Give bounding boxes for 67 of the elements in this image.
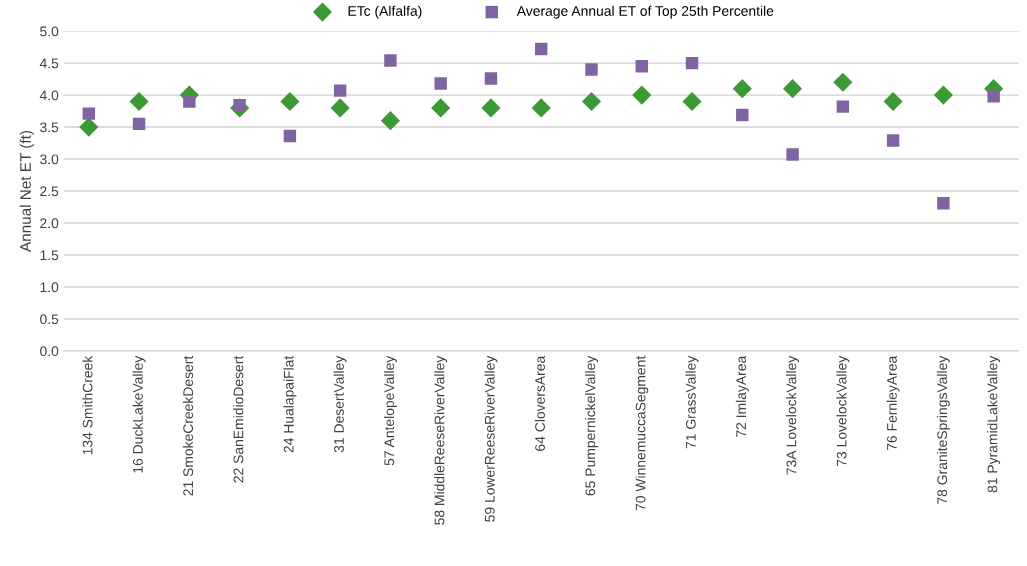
y-tick-label: 4.5 [39,58,59,69]
y-tick-label: 3.5 [40,122,59,133]
x-tick-label: 58 MiddleReeseRiverValley [434,355,448,525]
legend-label: Average Annual ET of Top 25th Percentile [516,5,774,19]
x-tick-label: 72 ImlayArea [735,355,749,437]
x-tick-label: 76 FernleyArea [886,355,900,451]
point [280,91,300,112]
point [581,91,602,112]
x-tick-label: 64 CloversArea [534,355,545,451]
point [431,98,451,118]
y-tick-label: 4.0 [39,90,59,101]
point [732,79,752,99]
point [937,196,950,210]
point [531,98,551,118]
y-tick-label: 1.5 [40,250,59,261]
y-tick-label: 3.0 [40,154,59,165]
point [481,98,501,118]
point [484,72,498,85]
x-tick-label: 70 WinnemuccaSegment [635,355,649,511]
y-tick-label: 0.0 [40,346,59,357]
point [635,60,648,73]
x-tick-label: 21 SmokeCreekDesert [182,355,194,496]
x-tick-label: 71 GrassValley [685,355,699,449]
point [183,95,196,108]
x-tick-label: 73A LovelockValley [786,355,800,475]
point [833,72,853,92]
y-tick-label: 0.5 [40,314,59,325]
point [783,79,803,99]
point [330,98,350,118]
y-tick-label: 1.0 [40,282,59,293]
point [886,134,900,147]
x-tick-label: 57 AntelopeValley [383,355,397,466]
x-tick-label: 59 LowerReeseRiverValley [484,355,498,522]
y-tick-label: 2.0 [40,218,59,229]
point [786,148,799,161]
x-tick-label: 16 DuckLakeValley [132,355,146,473]
point [736,108,749,122]
y-axis-title: Annual Net ET (ft) [19,130,34,252]
x-tick-label: 81 PyramidLakeValley [987,355,1001,493]
point [987,90,1000,103]
point [933,85,953,105]
point [283,129,297,143]
point [585,63,598,76]
point [333,84,347,97]
point [79,117,99,137]
point [384,54,397,67]
point [380,111,400,131]
x-tick-label: 31 DesertValley [333,355,347,453]
x-tick-label: 65 PumpernickelValley [585,355,598,496]
point [836,100,850,113]
x-tick-label: 73 LovelockValley [836,355,850,466]
point [535,42,548,56]
x-tick-label: 22 SanEmidioDesert [233,355,244,483]
point [632,85,652,105]
point [685,56,699,70]
point [883,91,903,112]
point [434,77,447,90]
point [129,91,149,112]
legend-label: ETc (Alfalfa) [348,5,422,19]
point [82,107,96,120]
x-tick-label: 134 SmithCreek [82,355,93,455]
x-tick-label: 78 GraniteSpringsValley [936,355,950,504]
point [682,91,702,112]
point [132,117,146,131]
y-tick-label: 2.5 [40,186,59,197]
x-tick-label: 24 HualapaiFlat [283,355,297,453]
y-tick-label: 5.0 [40,26,59,37]
